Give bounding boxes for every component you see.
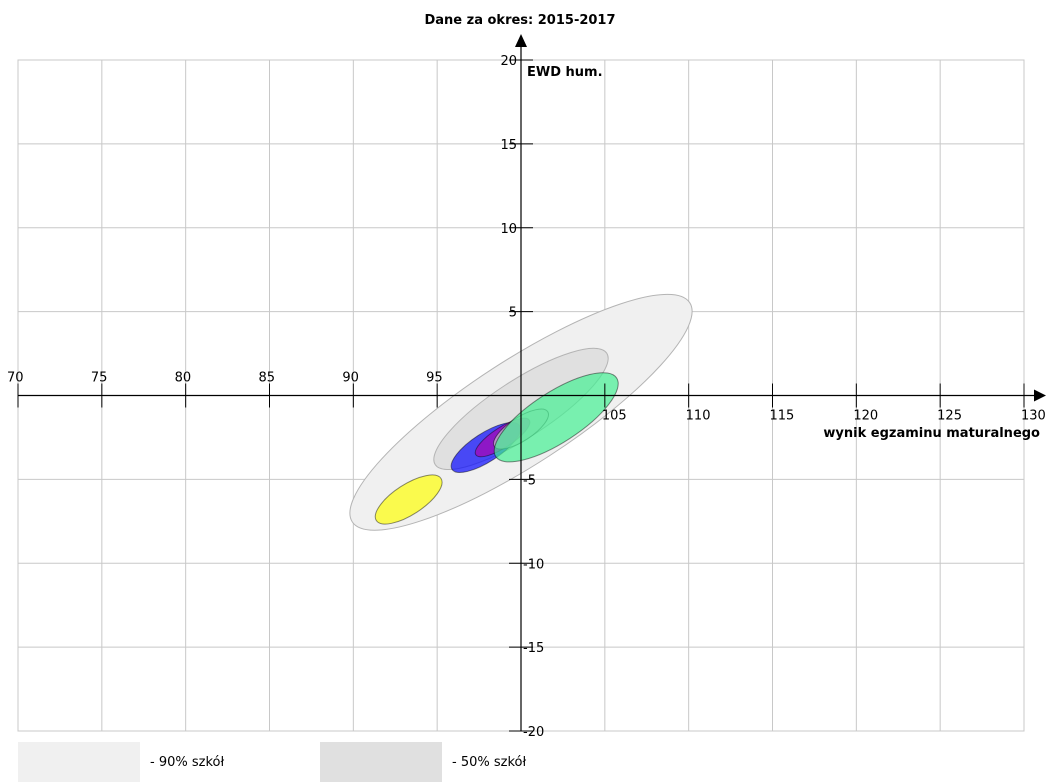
legend-item-50: - 50% szkół (320, 742, 526, 782)
y-tick-label: -5 (523, 473, 536, 488)
x-axis-title: wynik egzaminu maturalnego (823, 426, 1040, 441)
legend-label-90: - 90% szkół (150, 754, 225, 770)
y-axis-title: EWD hum. (527, 65, 603, 80)
legend-label-50: - 50% szkół (452, 754, 527, 770)
y-tick-label: -10 (523, 557, 544, 572)
y-axis-arrow (515, 34, 527, 47)
x-tick-label: 90 (342, 371, 359, 386)
legend-swatch-90 (18, 742, 140, 782)
x-tick-label: 70 (7, 371, 24, 386)
y-tick-label: 20 (500, 54, 517, 69)
y-tick-label: -20 (523, 725, 544, 740)
yellow-ellipse (374, 474, 443, 525)
chart-title: Dane za okres: 2015-2017 (424, 13, 615, 28)
x-tick-label: 85 (259, 371, 276, 386)
x-tick-label: 120 (853, 409, 878, 424)
x-tick-label: 75 (91, 371, 108, 386)
y-tick-label: 10 (500, 222, 517, 237)
x-axis-arrow (1034, 389, 1046, 402)
chart: Dane za okres: 2015-2017 70 75 80 85 90 95105… (7, 13, 1046, 740)
x-tick-label: 95 (426, 371, 443, 386)
x-tick-label: 115 (770, 409, 795, 424)
y-tick-label: -15 (523, 641, 544, 656)
y-tick-label: 15 (500, 138, 517, 153)
legend-swatch-50 (320, 742, 442, 782)
legend-item-90: - 90% szkół (18, 742, 224, 782)
x-tick-label: 80 (175, 371, 192, 386)
x-tick-label: 125 (937, 409, 962, 424)
x-tick-label: 105 (602, 409, 627, 424)
x-tick-label: 130 (1021, 409, 1046, 424)
x-tick-label: 110 (686, 409, 711, 424)
y-tick-label: 5 (509, 306, 517, 321)
